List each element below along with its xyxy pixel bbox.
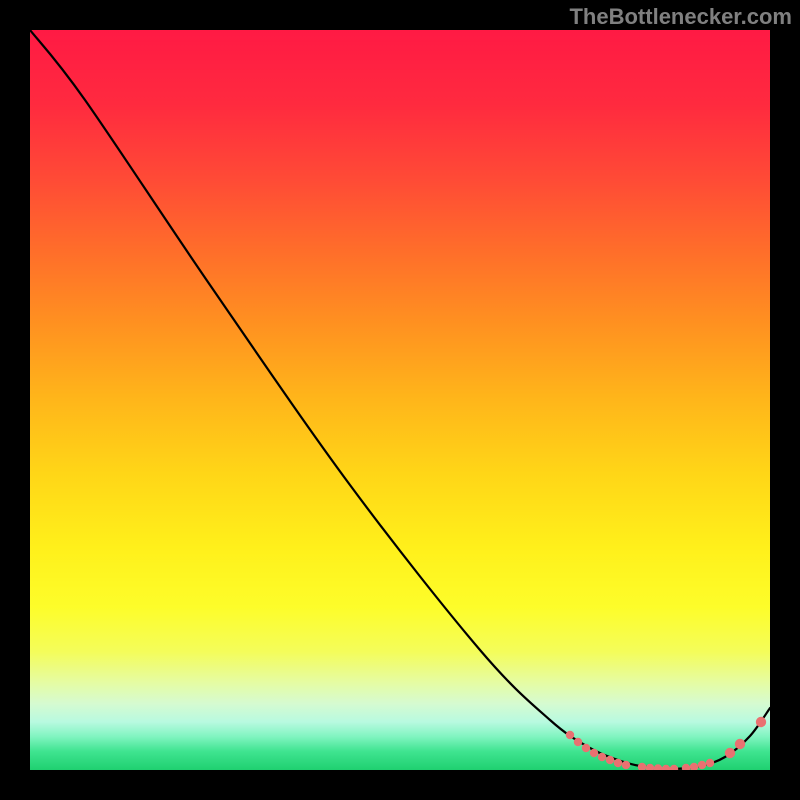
watermark-text: TheBottlenecker.com [569, 4, 792, 30]
plot-area [30, 30, 770, 770]
chart-frame: TheBottlenecker.com [0, 0, 800, 800]
chart-svg [30, 30, 770, 770]
